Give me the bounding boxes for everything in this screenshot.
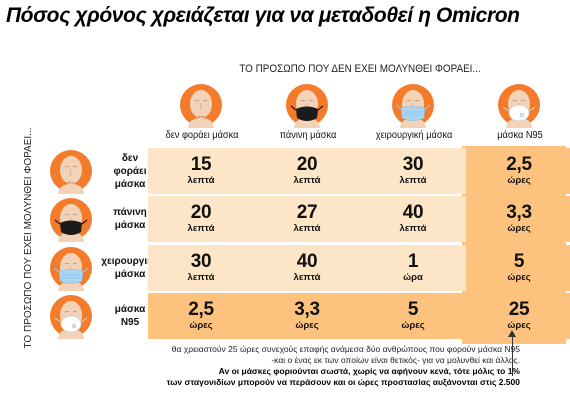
row-label-line: Ν95 (120, 317, 140, 328)
row-header-4 (40, 293, 102, 339)
time-unit: ώρες (507, 320, 531, 331)
time-unit: λεπτά (187, 223, 215, 234)
time-unit: ώρες (507, 223, 531, 234)
time-value: 15 (190, 154, 212, 175)
bare-face-icon (50, 150, 92, 194)
time-cell: 30 λεπτά (148, 245, 254, 291)
time-unit: ώρες (401, 320, 425, 331)
time-value: 30 (402, 154, 424, 175)
time-value: 5 (513, 251, 525, 272)
column-header-2 (257, 82, 357, 128)
time-value: 40 (296, 251, 318, 272)
time-cell: 2,5 ώρες (148, 293, 254, 339)
time-unit: ώρες (507, 272, 531, 283)
row-header-3 (40, 245, 102, 291)
row-label: δεν φοράει μάσκα (100, 152, 160, 191)
time-value: 1 (407, 251, 419, 272)
time-value: 20 (190, 202, 212, 223)
time-value: 2,5 (188, 299, 214, 320)
column-group-caption: ΤΟ ΠΡΟΣΩΠΟ ΠΟΥ ΔΕΝ ΕΧΕΙ ΜΟΛΥΝΘΕΙ ΦΟΡΑΕΙ.… (239, 63, 481, 75)
row-label-line: δεν (121, 152, 139, 164)
page-title: Πόσος χρόνος χρειάζεται για να μεταδοθεί… (6, 4, 520, 27)
n95-mask-face-icon (50, 295, 92, 339)
time-value: 2,5 (506, 154, 532, 175)
footnote-line-4: των σταγονιδίων μπορούν να περάσουν και … (166, 377, 520, 387)
row-header-2 (40, 196, 102, 242)
time-cell: 2,5 ώρες (466, 148, 570, 194)
row-header-1 (40, 148, 102, 194)
time-value: 20 (296, 154, 318, 175)
time-value: 30 (190, 251, 212, 272)
time-cell: 15 λεπτά (148, 148, 254, 194)
row-label-line: φοράει (113, 165, 147, 177)
surgical-mask-face-icon (392, 84, 434, 128)
time-value: 27 (296, 202, 318, 223)
time-unit: λεπτά (293, 175, 321, 186)
row-label-line: μάσκα (114, 269, 146, 280)
time-value: 3,3 (506, 202, 532, 223)
row-label-line: χειρουργική (101, 256, 159, 267)
time-cell: 20 λεπτά (148, 196, 254, 242)
time-cell: 40 λεπτά (360, 196, 466, 242)
surgical-mask-face-icon (50, 247, 92, 291)
time-unit: λεπτά (187, 272, 215, 283)
cloth-mask-face-icon (50, 198, 92, 242)
row-label-line: μάσκα (114, 220, 146, 231)
column-label: μάσκα Ν95 (497, 130, 543, 141)
time-cell: 3,3 ώρες (466, 196, 570, 242)
time-cell: 3,3 ώρες (254, 293, 360, 339)
time-cell: 20 λεπτά (254, 148, 360, 194)
time-cell: 5 ώρες (466, 245, 570, 291)
arrow-line (512, 336, 513, 376)
time-unit: λεπτά (187, 175, 215, 186)
time-cell: 5 ώρες (360, 293, 466, 339)
column-label: χειρουργική μάσκα (375, 130, 453, 141)
time-value: 5 (407, 299, 419, 320)
time-value: 40 (402, 202, 424, 223)
column-label: δεν φοράει μάσκα (165, 130, 239, 141)
row-label-line: μάσκα (114, 304, 146, 315)
time-cell: 25 ώρες (466, 293, 570, 339)
time-unit: λεπτά (399, 175, 427, 186)
time-unit: λεπτά (399, 223, 427, 234)
footnote-line-2: -και ο ένας εκ των οποίων είναι θετικός-… (271, 355, 520, 365)
bare-face-icon (180, 84, 222, 128)
time-cell: 1 ώρα (360, 245, 466, 291)
column-label: πάνινη μάσκα (279, 130, 337, 141)
row-group-caption: ΤΟ ΠΡΟΣΩΠΟ ΠΟΥ ΕΧΕΙ ΜΟΛΥΝΘΕΙ ΦΟΡΑΕΙ... (23, 127, 34, 349)
time-cell: 27 λεπτά (254, 196, 360, 242)
row-label: χειρουργική μάσκα (100, 255, 160, 281)
time-unit: λεπτά (293, 223, 321, 234)
column-header-1 (151, 82, 251, 128)
column-header-4 (469, 82, 569, 128)
time-cell: 40 λεπτά (254, 245, 360, 291)
time-unit: ώρες (189, 320, 213, 331)
footnote: θα χρειαστούν 25 ώρες συνεχούς επαφής αν… (140, 344, 520, 388)
row-label-line: πάνινη (113, 207, 147, 218)
time-unit: ώρα (403, 272, 423, 283)
cloth-mask-face-icon (286, 84, 328, 128)
row-label: πάνινη μάσκα (100, 206, 160, 232)
time-unit: ώρες (507, 175, 531, 186)
column-header-3 (363, 82, 463, 128)
footnote-line-1: θα χρειαστούν 25 ώρες συνεχούς επαφής αν… (171, 344, 520, 354)
time-cell: 30 λεπτά (360, 148, 466, 194)
time-unit: λεπτά (293, 272, 321, 283)
row-label: μάσκα Ν95 (100, 303, 160, 329)
time-unit: ώρες (295, 320, 319, 331)
time-value: 25 (508, 299, 530, 320)
n95-mask-face-icon (498, 84, 540, 128)
footnote-line-3: Αν οι μάσκες φοριούνται σωστά, χωρίς να … (218, 366, 520, 376)
row-label-line: μάσκα (114, 178, 146, 190)
time-value: 3,3 (294, 299, 320, 320)
arrow-up-icon (508, 330, 516, 337)
